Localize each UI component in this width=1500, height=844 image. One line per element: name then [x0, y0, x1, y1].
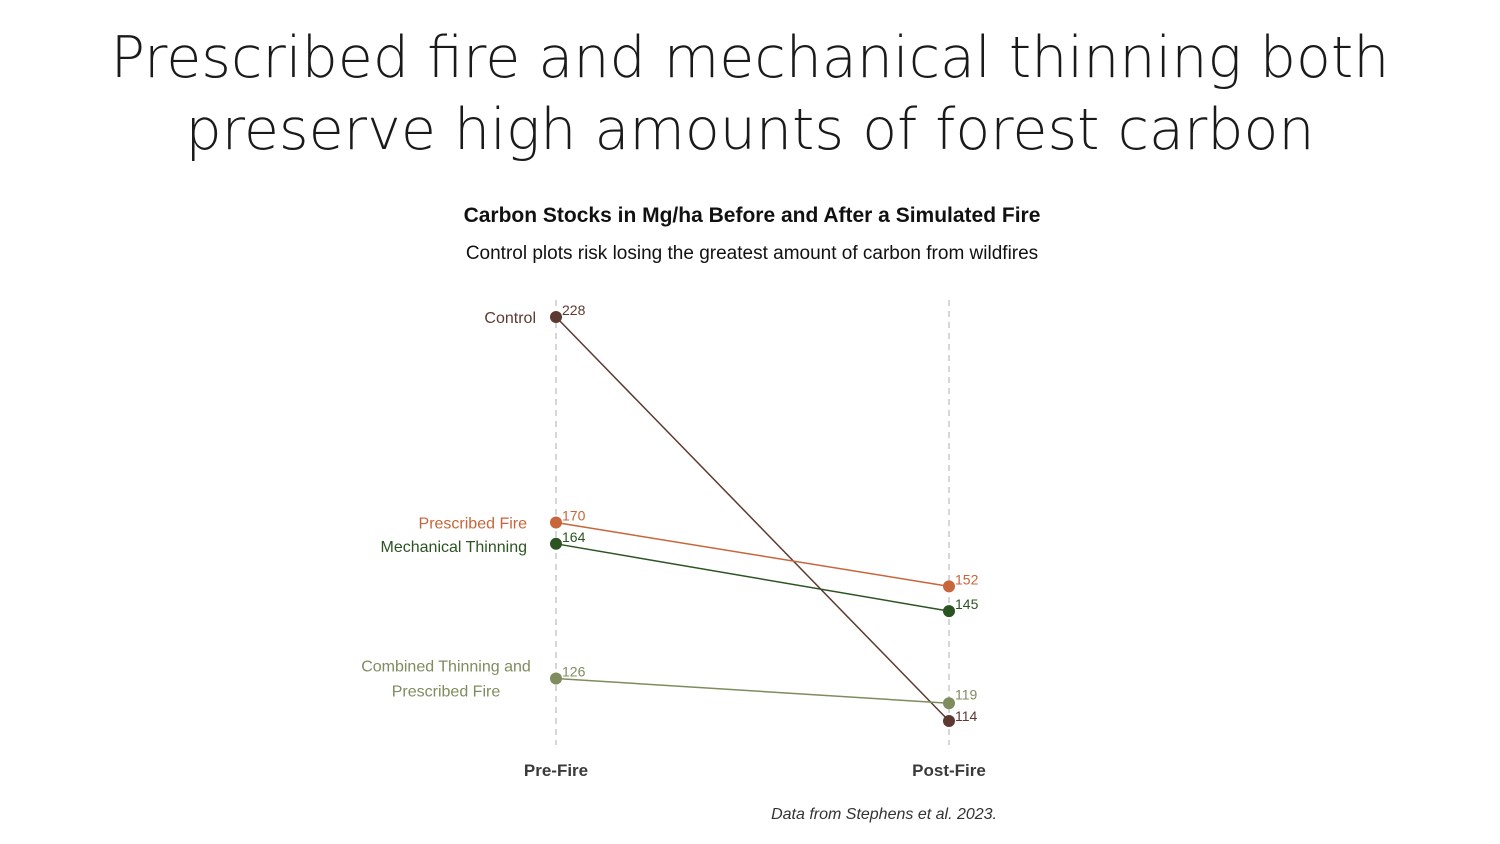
category-label-pre-fire: Pre-Fire: [524, 761, 588, 780]
slide-title: Prescribed fire and mechanical thinning …: [0, 22, 1500, 166]
chart-title: Carbon Stocks in Mg/ha Before and After …: [463, 204, 1041, 227]
series-label-combined-thinning-and-prescribed-fire: Combined Thinning and Prescribed Fire: [361, 658, 531, 700]
data-source-caption: Data from Stephens et al. 2023.: [771, 806, 997, 823]
series-label-mechanical-thinning: Mechanical Thinning: [381, 539, 527, 556]
data-point-control-pre-fire: [550, 311, 562, 323]
value-label-prescribed-fire-post-fire: 152: [955, 571, 979, 587]
value-label-mechanical-thinning-pre-fire: 164: [562, 529, 586, 545]
series-line-mechanical-thinning: [555, 543, 950, 612]
series-line-combined-thinning-and-prescribed-fire: [555, 677, 950, 705]
value-label-mechanical-thinning-post-fire: 145: [955, 596, 979, 612]
slide-title-line-2: preserve high amounts of forest carbon: [185, 97, 1315, 163]
value-label-control-post-fire: 114: [955, 708, 978, 724]
value-label-prescribed-fire-pre-fire: 170: [562, 508, 586, 524]
series-line-prescribed-fire: [555, 521, 950, 588]
data-point-prescribed-fire-pre-fire: [550, 516, 562, 529]
series-line-control: [555, 316, 950, 722]
data-point-combined-thinning-and-prescribed-fire-pre-fire: [550, 672, 562, 685]
data-point-mechanical-thinning-post-fire: [943, 605, 955, 618]
value-label-combined-thinning-and-prescribed-fire-post-fire: 119: [955, 686, 978, 702]
data-point-mechanical-thinning-pre-fire: [550, 537, 562, 550]
series-label-prescribed-fire: Prescribed Fire: [419, 516, 528, 533]
chart-subtitle: Control plots risk losing the greatest a…: [465, 243, 1039, 264]
value-label-control-pre-fire: 228: [562, 302, 586, 318]
category-label-post-fire: Post-Fire: [912, 761, 986, 780]
series-label-control: Control: [484, 310, 536, 327]
data-point-combined-thinning-and-prescribed-fire-post-fire: [943, 697, 955, 710]
data-point-control-post-fire: [943, 715, 955, 727]
data-point-prescribed-fire-post-fire: [943, 580, 955, 593]
value-label-combined-thinning-and-prescribed-fire-pre-fire: 126: [562, 663, 586, 679]
slide-title-line-1: Prescribed fire and mechanical thinning …: [110, 25, 1390, 91]
